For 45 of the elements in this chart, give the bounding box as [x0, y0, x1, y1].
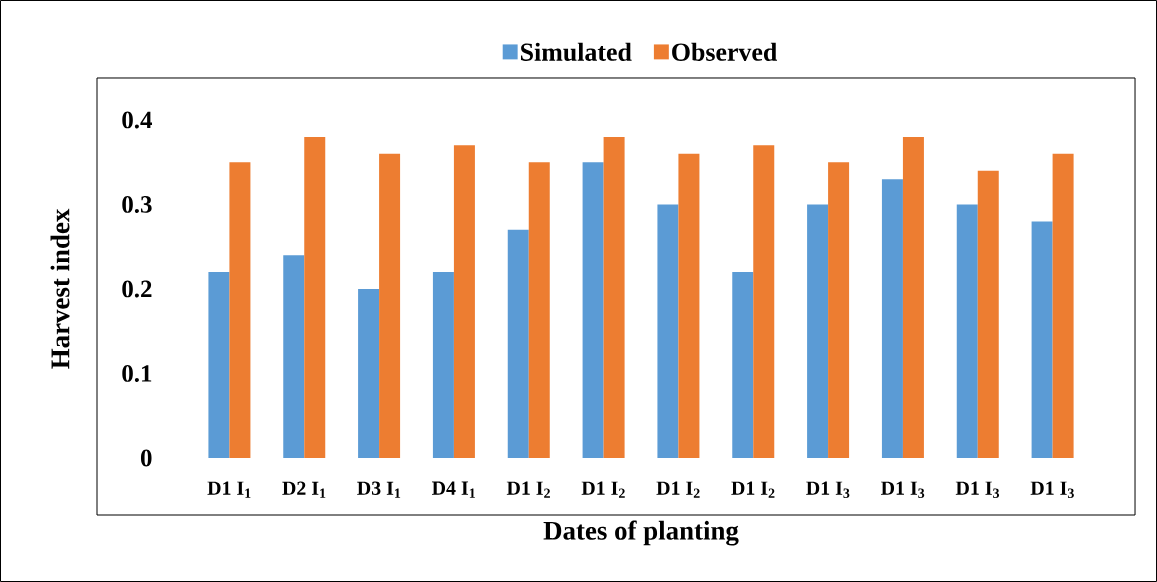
x-tick-label: D1 I$_{3}$ — [1030, 481, 1074, 498]
y-tick-label: 0.1 — [122, 365, 152, 382]
bar — [229, 162, 251, 458]
bar — [528, 162, 550, 458]
bar — [753, 145, 775, 458]
bar — [1031, 221, 1053, 458]
bar — [208, 272, 230, 458]
bar — [507, 229, 529, 458]
bar — [807, 204, 829, 458]
x-tick-label: D1 I$_{1}$ — [207, 481, 251, 498]
x-tick-label: D4 I$_{1}$ — [431, 481, 475, 498]
bar — [379, 153, 401, 458]
bar — [283, 255, 305, 458]
legend-label: Simulated — [521, 42, 632, 61]
y-tick-label: 0.4 — [122, 111, 153, 129]
x-tick-label: D1 I$_{3}$ — [806, 481, 850, 498]
bar — [1052, 153, 1074, 458]
legend-label: Observed — [672, 42, 778, 61]
bar — [432, 272, 454, 458]
x-tick-label: D1 I$_{2}$ — [581, 481, 625, 498]
x-tick-label: D1 I$_{3}$ — [880, 481, 925, 498]
y-tick-label: 0 — [140, 449, 152, 467]
x-axis-title: Dates of planting — [543, 520, 739, 546]
bar — [956, 204, 978, 458]
bar — [358, 289, 380, 458]
bar — [828, 162, 850, 458]
y-axis-title: Harvest index — [50, 208, 70, 369]
x-tick-label: D1 I$_{2}$ — [506, 481, 550, 498]
bar — [657, 204, 679, 458]
x-tick-label: D3 I$_{1}$ — [357, 481, 401, 498]
x-tick-label: D1 I$_{3}$ — [955, 481, 1000, 498]
bar — [582, 162, 604, 458]
bar — [732, 272, 754, 458]
bar — [603, 136, 625, 458]
x-tick-label: D2 I$_{1}$ — [282, 481, 326, 498]
bar — [902, 136, 924, 458]
y-tick-label: 0.3 — [122, 196, 152, 213]
x-tick-label: D1 I$_{2}$ — [656, 481, 700, 498]
bar — [881, 179, 903, 458]
bar — [977, 170, 999, 458]
x-tick-label: D1 I$_{2}$ — [731, 481, 775, 498]
bar — [304, 136, 326, 458]
bar — [453, 145, 475, 458]
bar — [678, 153, 700, 458]
y-tick-label: 0.2 — [122, 280, 152, 298]
